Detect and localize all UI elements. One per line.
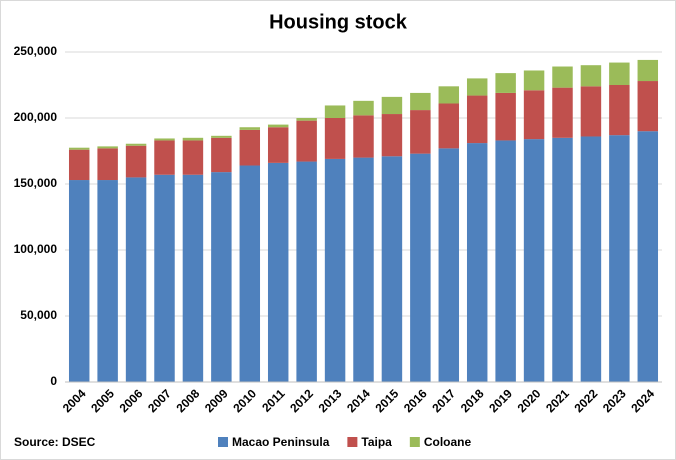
bar-segment: [324, 105, 346, 118]
chart-title: Housing stock: [269, 11, 408, 33]
bar-segment: [125, 177, 147, 382]
bar-segment: [609, 62, 630, 85]
bar-segment: [68, 147, 90, 150]
bar-segment: [552, 87, 573, 138]
bar-segment: [609, 85, 630, 136]
bar-segment: [438, 148, 460, 382]
bar-segment: [609, 135, 630, 382]
bar-segment: [637, 59, 659, 82]
bar-segment: [68, 149, 90, 181]
bar-segment: [211, 172, 232, 382]
bar-segment: [296, 161, 317, 382]
bar-segment: [637, 81, 659, 132]
bar-segment: [97, 146, 118, 149]
bar-segment: [353, 100, 374, 116]
bar-segment: [410, 92, 431, 111]
bar-segment: [410, 110, 431, 154]
bar-segment: [466, 143, 488, 382]
bar-segment: [381, 156, 403, 382]
bar-segment: [182, 140, 204, 175]
bar-segment: [68, 180, 90, 382]
bar-segment: [438, 86, 460, 104]
bar-segment: [552, 66, 573, 88]
y-tick-label: 150,000: [14, 176, 58, 190]
y-tick-label: 100,000: [14, 242, 58, 256]
bar-segment: [267, 162, 289, 382]
bar-segment: [154, 138, 175, 141]
y-tick-label: 50,000: [20, 308, 57, 322]
source: Source: DSEC: [14, 435, 96, 449]
bar-segment: [296, 118, 317, 121]
y-tick-label: 250,000: [14, 44, 58, 58]
bar-segment: [324, 118, 346, 159]
bar-segment: [495, 73, 516, 93]
bar-segment: [580, 86, 602, 137]
bar-segment: [211, 137, 232, 173]
bar-segment: [495, 140, 516, 382]
bar-segment: [381, 114, 403, 157]
bar-segment: [267, 124, 289, 128]
bar-segment: [466, 95, 488, 144]
bar-segment: [267, 127, 289, 163]
bar-segment: [211, 135, 232, 138]
bar-segment: [239, 165, 261, 382]
bar-segment: [154, 174, 175, 382]
bar-segment: [410, 153, 431, 382]
bar-segment: [637, 131, 659, 382]
y-tick-label: 0: [50, 374, 57, 388]
bar-segment: [239, 129, 261, 166]
bar-segment: [523, 70, 545, 91]
bar-segment: [97, 148, 118, 181]
bar-segment: [125, 145, 147, 178]
bar-segment: [552, 137, 573, 382]
bar-segment: [324, 158, 346, 382]
bar-segment: [353, 115, 374, 158]
legend-label: Macao Peninsula: [232, 435, 330, 449]
bar-segment: [353, 157, 374, 382]
bar-segment: [125, 143, 147, 146]
legend-swatch: [218, 437, 228, 447]
legend-swatch: [409, 437, 420, 447]
bar-segment: [381, 96, 403, 115]
bar-segment: [154, 140, 175, 175]
bar-segment: [239, 127, 261, 130]
y-tick-label: 200,000: [14, 110, 58, 124]
bar-segment: [580, 136, 602, 382]
bar-segment: [495, 92, 516, 141]
bar-segment: [182, 137, 204, 141]
bar-segment: [466, 78, 488, 96]
bar-segment: [580, 65, 602, 87]
legend-label: Coloane: [424, 435, 472, 449]
bar-segment: [97, 180, 118, 382]
legend-swatch: [347, 437, 358, 447]
bar-segment: [438, 103, 460, 149]
bar-segment: [523, 139, 545, 382]
legend-label: Taipa: [361, 435, 392, 449]
bar-segment: [182, 174, 204, 382]
bar-segment: [296, 120, 317, 162]
bar-segment: [523, 90, 545, 140]
